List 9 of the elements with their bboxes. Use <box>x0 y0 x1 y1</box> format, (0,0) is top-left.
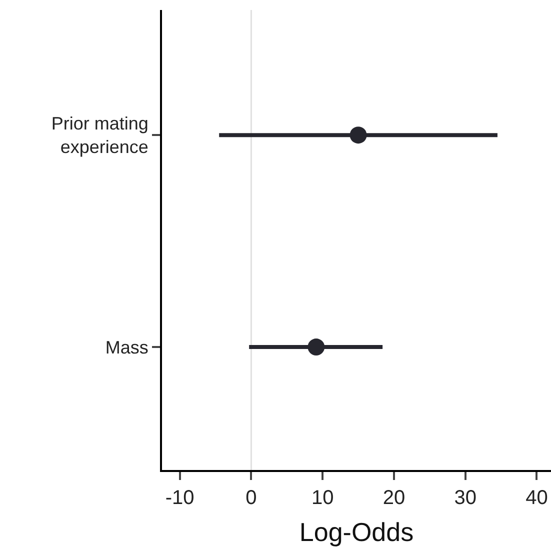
x-tick-label: 20 <box>382 487 406 509</box>
x-axis-title: Log-Odds <box>299 517 414 548</box>
y-tick-label: Prior mating experience <box>51 114 148 158</box>
x-tick-label: 40 <box>526 487 548 509</box>
x-tick-label: 10 <box>311 487 334 509</box>
x-tick-label: 30 <box>454 487 476 509</box>
y-tick-label: Mass <box>105 337 148 358</box>
x-tick-label: 0 <box>246 487 257 509</box>
x-tick-label: -10 <box>165 487 194 509</box>
